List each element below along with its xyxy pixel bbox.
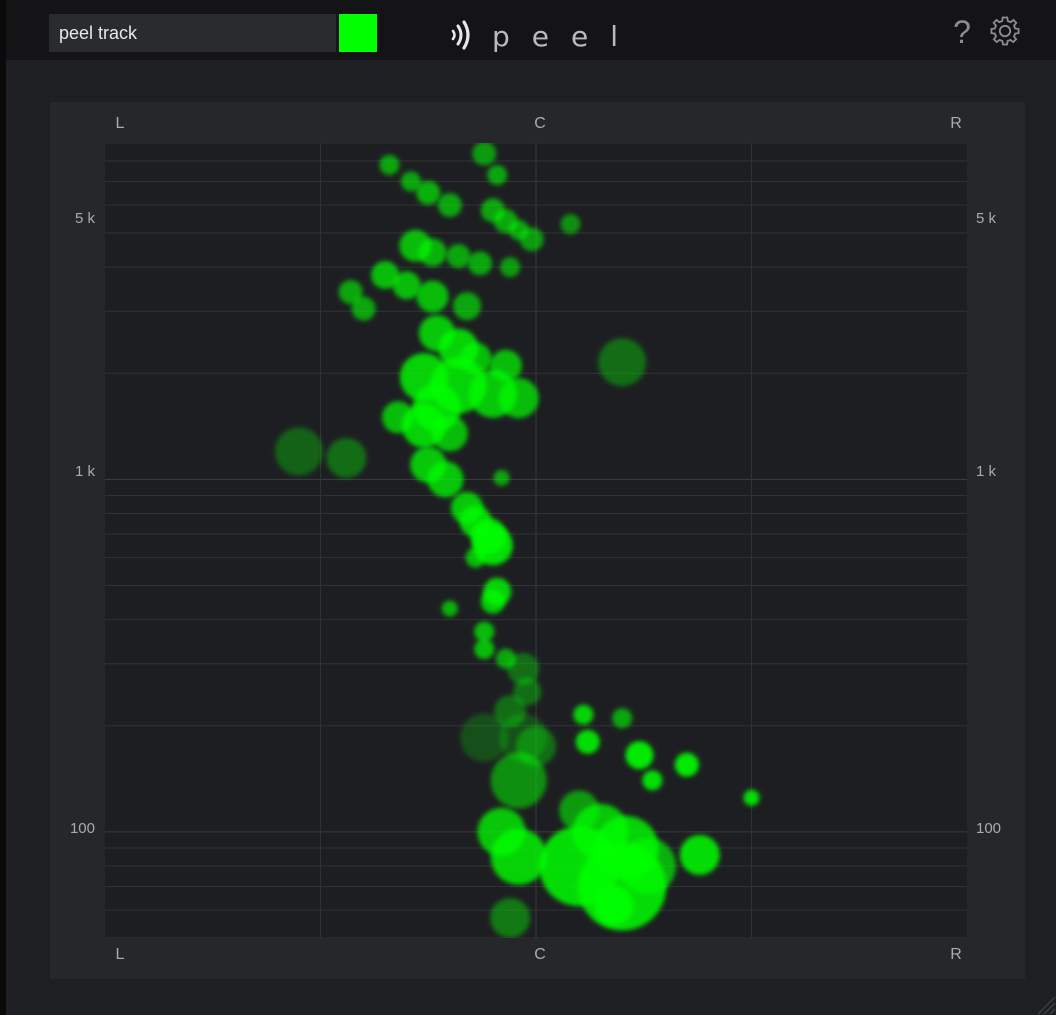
scatter-point [446,244,471,269]
top-label-center: C [534,115,546,132]
scatter-point [467,251,492,276]
scatter-point [490,752,547,809]
scatter-point [401,171,422,192]
scatter-point [560,214,581,235]
freq-label-left-1k: 1 k [74,463,95,480]
scatter-point [427,461,464,498]
scatter-point [490,828,547,885]
scatter-point [392,271,421,300]
track-color-swatch[interactable] [339,14,377,52]
scatter-point [474,639,495,660]
peel-logo: peel [451,20,636,52]
gear-icon[interactable] [988,14,1022,48]
scatter-point [493,469,510,486]
scatter-point [371,260,400,289]
scatter-point [437,193,462,218]
track-name-input[interactable] [49,14,336,52]
scatter-point [490,897,531,938]
scatter-point [519,227,544,252]
scatter-point [743,789,760,806]
scatter-point [642,770,663,791]
scatter-point [474,621,495,642]
scatter-point [573,704,594,725]
logo-text: peel [492,20,636,52]
scatter-point [516,726,556,767]
bottom-label-right: R [950,946,962,963]
grid-lines [105,143,967,938]
stereo-panel: L C R 5 k 1 k 100 5 k 1 k 100 L C R [50,102,1025,979]
scatter-point [625,741,654,770]
freq-label-right-5k: 5 k [976,210,997,227]
scatter-point [513,677,542,706]
freq-label-left-5k: 5 k [74,210,95,227]
freq-label-right-1k: 1 k [976,463,997,480]
freq-label-left-100: 100 [69,820,95,837]
scatter-point [612,708,633,729]
scatter-point [472,143,497,166]
scatter-point [351,296,376,321]
scatter-point [453,292,482,321]
scatter-point [416,180,441,205]
scatter-point [498,378,539,419]
scatter-point [326,437,367,478]
scatter-point [465,547,486,568]
sound-waves-icon [451,20,470,50]
scatter-points [274,143,760,938]
scatter-point [679,834,720,875]
scatter-point [416,280,449,313]
scatter-point [500,257,521,278]
scatter-point [441,600,458,617]
help-icon[interactable]: ? [953,14,971,50]
scatter-point [674,752,699,777]
scatter-point [431,415,468,452]
scatter-point [593,885,634,926]
scatter-point [598,338,647,387]
scatter-point [487,165,508,186]
bottom-label-left: L [115,946,125,963]
scatter-point [274,427,323,476]
stereo-frequency-plot [105,143,967,938]
freq-label-right-100: 100 [976,820,1002,837]
scatter-point [418,238,447,267]
scatter-point [620,838,677,895]
scatter-point [507,652,540,685]
plugin-window: peel ? L C R 5 k 1 k 100 5 k 1 k 100 [6,0,1056,1015]
top-label-right: R [950,115,962,132]
header-bar: peel ? [6,0,1056,60]
top-label-left: L [115,115,125,132]
scatter-point [575,729,600,754]
scatter-point [460,713,509,762]
scatter-point [338,280,363,305]
scatter-point [379,154,400,175]
bottom-label-center: C [534,946,546,963]
resize-grip-icon[interactable] [1032,991,1056,1015]
scatter-point [480,589,505,614]
